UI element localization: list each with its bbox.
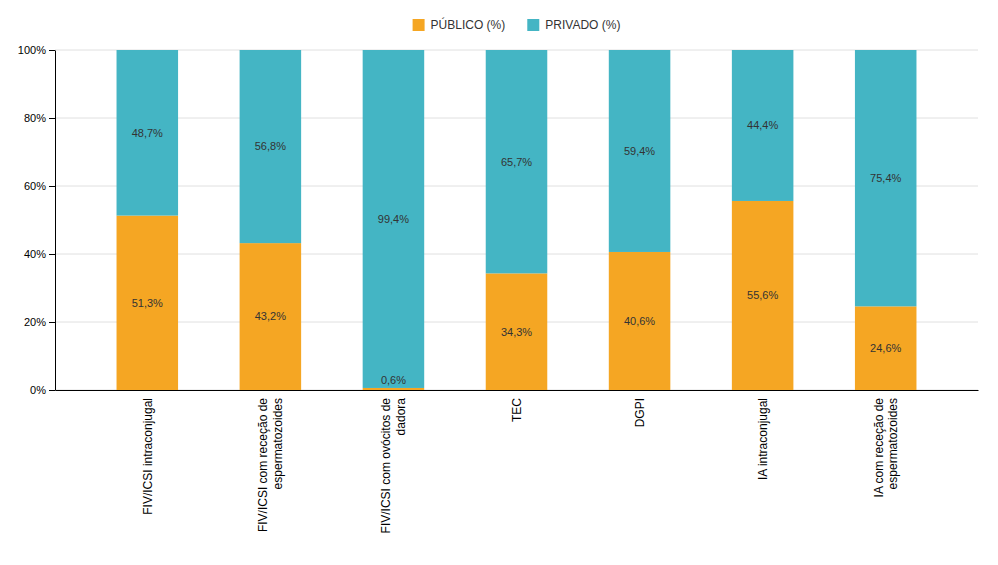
x-axis: FIV/ICSI intraconjugal FIV/ICSI com receç… [56, 391, 979, 534]
data-label: 48,7% [132, 127, 163, 139]
x-tick-label: DGPI [633, 398, 647, 427]
y-tick-mark [49, 50, 55, 51]
y-axis-line [55, 51, 56, 391]
legend-label: PRIVADO (%) [545, 18, 620, 32]
x-tick-label-line: FIV/ICSI com ovócitos de [379, 398, 393, 534]
x-tick-label-line: dadora [394, 398, 408, 436]
data-label: 0,6% [381, 374, 406, 386]
x-tick: DGPI [633, 398, 647, 427]
x-tick-label-line: IA com receção de [872, 398, 886, 498]
y-tick: 40% [24, 248, 55, 260]
y-tick-label: 60% [24, 180, 46, 192]
x-tick: IA com receção deespermatozoides [872, 398, 900, 498]
x-tick: TEC [510, 398, 524, 422]
legend-label: PÚBLICO (%) [431, 17, 506, 32]
y-tick-mark [49, 254, 55, 255]
x-tick-label: FIV/ICSI com receção deespermatozoides [256, 398, 284, 532]
x-tick-label: IA com receção deespermatozoides [872, 398, 900, 498]
y-tick-mark [49, 118, 55, 119]
y-tick-label: 80% [24, 112, 46, 124]
data-label: 65,7% [501, 156, 532, 168]
x-tick-label-line: espermatozoides [271, 398, 285, 489]
grid [55, 50, 978, 390]
bar [732, 201, 794, 390]
y-tick: 20% [24, 316, 55, 328]
x-tick-label: IA intraconjugal [756, 398, 770, 480]
data-label: 59,4% [624, 145, 655, 157]
data-label: 55,6% [747, 289, 778, 301]
data-label: 43,2% [255, 310, 286, 322]
data-labels: 51,3% 43,2% 0,6% 34,3% 40,6% 55,6% 24,6% 48,7% 5… [132, 119, 902, 386]
legend-swatch [527, 19, 539, 31]
bar [732, 50, 794, 201]
data-label: 56,8% [255, 140, 286, 152]
bar [486, 50, 548, 273]
data-label: 40,6% [624, 315, 655, 327]
bar [486, 273, 548, 390]
data-label: 75,4% [870, 172, 901, 184]
y-tick-mark [49, 390, 55, 391]
x-tick-label-line: FIV/ICSI com receção de [256, 398, 270, 532]
legend-item: PÚBLICO (%) [413, 17, 506, 32]
chart: 0% 20% 40% 60% 80% 100% FIV/ICSI intraconjugal… [0, 0, 998, 565]
bar [609, 252, 671, 390]
legend-item: PRIVADO (%) [527, 18, 620, 32]
y-axis: 0% 20% 40% 60% 80% 100% [18, 44, 56, 396]
data-label: 34,3% [501, 326, 532, 338]
bar [240, 243, 302, 390]
x-tick: IA intraconjugal [756, 398, 770, 480]
data-label: 51,3% [132, 297, 163, 309]
bar [117, 216, 179, 390]
y-tick: 0% [30, 384, 55, 396]
y-tick: 80% [24, 112, 55, 124]
y-tick-mark [49, 186, 55, 187]
data-label: 44,4% [747, 119, 778, 131]
bar [363, 388, 425, 390]
x-tick-label: FIV/ICSI com ovócitos dedadora [379, 398, 407, 534]
bar [855, 306, 917, 390]
bar [117, 50, 179, 216]
x-tick: FIV/ICSI com ovócitos dedadora [379, 398, 407, 534]
x-tick: FIV/ICSI intraconjugal [141, 398, 155, 515]
x-tick-label-line: espermatozoides [886, 398, 900, 489]
data-label: 99,4% [378, 213, 409, 225]
x-axis-line [56, 390, 979, 391]
x-tick-label: FIV/ICSI intraconjugal [141, 398, 155, 515]
bar [609, 50, 671, 252]
y-tick-label: 100% [18, 44, 46, 56]
x-tick-label: TEC [510, 398, 524, 422]
y-tick-label: 40% [24, 248, 46, 260]
x-tick-label-line: IA intraconjugal [756, 398, 770, 480]
bar [855, 50, 917, 306]
bar [363, 50, 425, 388]
plot: 0% 20% 40% 60% 80% 100% FIV/ICSI intraconjugal… [18, 44, 979, 533]
bars [117, 50, 917, 390]
y-tick: 100% [18, 44, 55, 56]
legend: PÚBLICO (%) PRIVADO (%) [413, 17, 621, 32]
legend-swatch [413, 19, 425, 31]
data-label: 24,6% [870, 342, 901, 354]
x-tick-label-line: DGPI [633, 398, 647, 427]
y-tick: 60% [24, 180, 55, 192]
bar [240, 50, 302, 243]
y-tick-mark [49, 322, 55, 323]
y-tick-label: 20% [24, 316, 46, 328]
x-tick-label-line: TEC [510, 398, 524, 422]
x-tick: FIV/ICSI com receção deespermatozoides [256, 398, 284, 532]
x-tick-label-line: FIV/ICSI intraconjugal [141, 398, 155, 515]
y-tick-label: 0% [30, 384, 46, 396]
